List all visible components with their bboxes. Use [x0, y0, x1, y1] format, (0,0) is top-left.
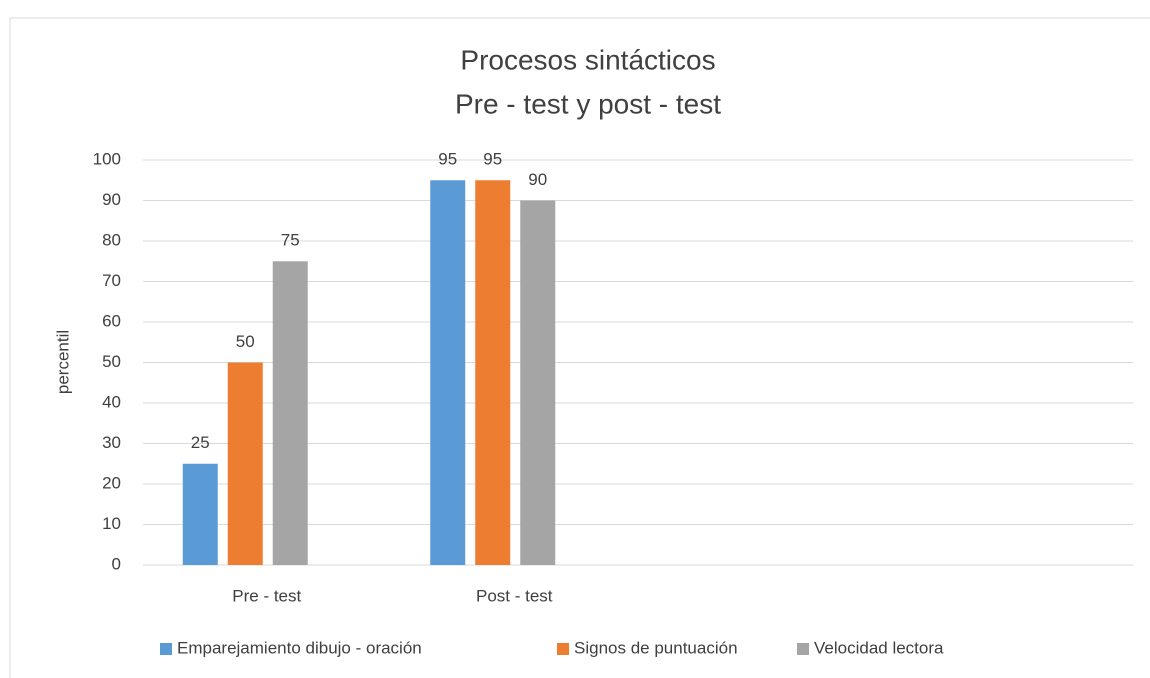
bar [227, 362, 263, 565]
bar [475, 180, 511, 565]
y-tick-label: 80 [102, 230, 121, 249]
data-label: 75 [281, 231, 300, 250]
y-tick-label: 70 [102, 271, 121, 290]
legend-label: Signos de puntuación [574, 638, 738, 657]
bar [272, 261, 308, 565]
data-label: 95 [438, 150, 457, 169]
bar [182, 463, 218, 565]
y-tick-label: 20 [102, 473, 121, 492]
y-tick-label: 40 [102, 392, 121, 411]
data-label: 50 [236, 332, 255, 351]
y-tick-label: 10 [102, 514, 121, 533]
y-tick-label: 90 [102, 190, 121, 209]
data-label: 95 [483, 150, 502, 169]
legend-swatch [797, 643, 809, 655]
y-tick-label: 100 [93, 149, 121, 168]
y-tick-label: 60 [102, 311, 121, 330]
y-tick-label: 30 [102, 433, 121, 452]
data-label: 90 [528, 170, 547, 189]
legend-swatch [557, 643, 569, 655]
x-tick-label: Pre - test [232, 586, 301, 605]
legend-swatch [160, 643, 172, 655]
legend-label: Emparejamiento dibujo - oración [177, 638, 422, 657]
chart-subtitle: Pre - test y post - test [455, 88, 721, 119]
chart-title: Procesos sintácticos [460, 44, 715, 75]
bar [520, 200, 556, 565]
chart-frame [9, 17, 1150, 678]
data-label: 25 [191, 433, 210, 452]
y-tick-label: 50 [102, 352, 121, 371]
x-tick-label: Post - test [476, 586, 553, 605]
y-axis-label: percentil [53, 330, 72, 394]
legend-label: Velocidad lectora [814, 638, 944, 657]
y-tick-label: 0 [112, 554, 121, 573]
bar [430, 180, 466, 565]
